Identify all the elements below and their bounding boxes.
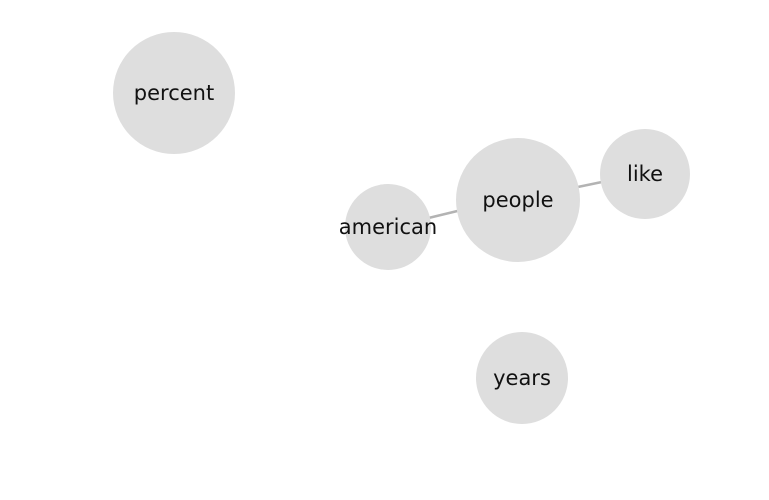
node-percent-label: percent: [134, 81, 214, 105]
node-people-circle: [456, 138, 580, 262]
node-percent[interactable]: percent: [113, 32, 235, 154]
node-years[interactable]: years: [476, 332, 568, 424]
node-american[interactable]: american: [339, 184, 437, 270]
node-percent-circle: [113, 32, 235, 154]
node-like-circle: [600, 129, 690, 219]
nodes-layer: percent american people like years: [113, 32, 690, 424]
node-like[interactable]: like: [600, 129, 690, 219]
node-years-label: years: [493, 366, 551, 390]
node-like-label: like: [627, 162, 663, 186]
node-american-circle: [345, 184, 431, 270]
node-people[interactable]: people: [456, 138, 580, 262]
node-american-label: american: [339, 215, 437, 239]
node-people-label: people: [482, 188, 553, 212]
node-years-circle: [476, 332, 568, 424]
